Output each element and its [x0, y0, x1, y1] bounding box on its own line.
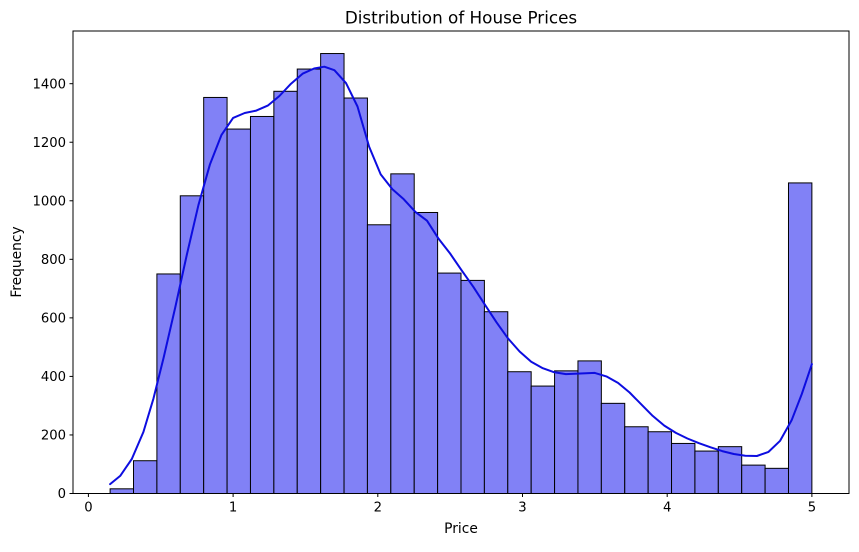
histogram-bar	[600, 402, 626, 494]
histogram-bar	[507, 371, 532, 495]
x-tick-label: 5	[808, 501, 816, 516]
histogram-bar	[320, 53, 345, 494]
histogram-bar	[437, 272, 462, 494]
histogram-bar	[483, 311, 509, 494]
y-tick-label: 1400	[32, 77, 66, 92]
x-tick-label: 1	[229, 501, 237, 516]
histogram-bar	[203, 96, 228, 494]
y-tick-label: 600	[41, 311, 66, 326]
histogram-bar	[156, 273, 181, 494]
histogram-bar	[273, 90, 298, 495]
y-tick-label: 1200	[32, 136, 66, 151]
histogram-bar	[133, 460, 158, 494]
chart-title: Distribution of House Prices	[345, 8, 577, 28]
histogram-bar	[366, 224, 392, 494]
histogram-bar	[764, 467, 789, 494]
y-tick-label: 800	[41, 253, 66, 268]
histogram-bar	[343, 97, 368, 494]
histogram-bar	[179, 195, 205, 495]
plot-border	[72, 30, 850, 494]
y-tick-label: 400	[41, 370, 66, 385]
histogram-bar	[671, 442, 696, 495]
histogram-bar	[694, 450, 719, 494]
histogram-bar	[741, 464, 766, 494]
histogram-bar	[460, 279, 485, 494]
histogram-bar	[249, 115, 275, 494]
x-tick-label: 0	[84, 501, 92, 516]
x-tick-label: 4	[663, 501, 671, 516]
x-axis-label: Price	[444, 521, 478, 537]
kde-curve	[109, 65, 813, 486]
histogram-bar	[413, 211, 439, 495]
plot-area: 0 1 2 3 4 5 0 200 400 600 800 1000 1200 1400	[32, 30, 850, 516]
y-tick-label: 1000	[32, 194, 66, 209]
histogram-bar	[390, 173, 415, 494]
x-tick-label: 2	[374, 501, 382, 516]
y-tick-label: 0	[58, 487, 66, 502]
y-axis-label: Frequency	[9, 226, 25, 297]
x-tick-label: 3	[518, 501, 526, 516]
histogram-bar	[647, 431, 673, 494]
histogram-bar	[787, 182, 813, 494]
histogram-bar	[226, 128, 251, 494]
histogram-bar	[296, 68, 322, 495]
histogram-bar	[577, 360, 602, 494]
y-tick-label: 200	[41, 429, 66, 444]
histogram-bar	[554, 370, 579, 495]
histogram-bar	[530, 385, 556, 495]
histogram-bar	[624, 426, 649, 495]
histogram-bar	[109, 488, 134, 495]
